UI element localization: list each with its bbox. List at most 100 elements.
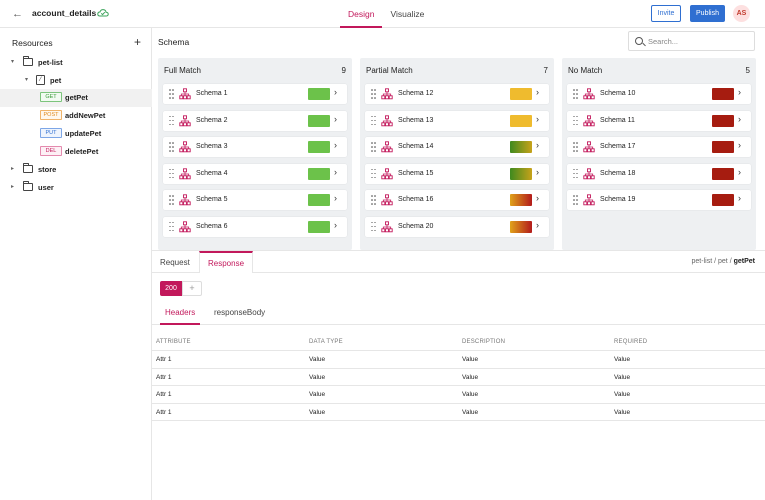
chevron-right-icon[interactable]: › xyxy=(536,87,539,97)
chevron-right-icon[interactable]: › xyxy=(536,140,539,150)
schema-card[interactable]: Schema 4 › xyxy=(163,163,347,184)
tree-endpoint-updatepet[interactable]: PUT updatePet xyxy=(0,125,152,143)
breadcrumb: pet-list / pet / getPet xyxy=(692,258,755,265)
schema-card[interactable]: Schema 15 › xyxy=(365,163,549,184)
add-resource-icon[interactable]: + xyxy=(134,35,142,49)
tab-request[interactable]: Request xyxy=(160,258,190,267)
drag-handle-icon[interactable] xyxy=(573,115,578,126)
schema-icon xyxy=(179,220,191,232)
drag-handle-icon[interactable] xyxy=(573,168,578,179)
schema-card[interactable]: Schema 14 › xyxy=(365,137,549,157)
drag-handle-icon[interactable] xyxy=(371,142,376,152)
chevron-right-icon[interactable]: › xyxy=(536,219,539,230)
chevron-right-icon[interactable]: › xyxy=(738,166,741,177)
schema-card[interactable]: Schema 1 › xyxy=(163,84,347,104)
resources-title: Resources xyxy=(12,38,53,48)
schema-card[interactable]: Schema 13 › xyxy=(365,110,549,131)
tree-folder-user[interactable]: ▸ user xyxy=(0,179,152,197)
chevron-right-icon[interactable]: › xyxy=(334,219,337,230)
drag-handle-icon[interactable] xyxy=(371,115,376,126)
chevron-right-icon[interactable]: › xyxy=(738,87,741,97)
tree-endpoint-deletepet[interactable]: DEL deletePet xyxy=(0,143,152,161)
schema-card[interactable]: Schema 10 › xyxy=(567,84,751,104)
chevron-right-icon[interactable]: › xyxy=(334,87,337,97)
schema-card[interactable]: Schema 20 › xyxy=(365,216,549,237)
chevron-right-icon[interactable]: › xyxy=(536,193,539,203)
tab-response-body[interactable]: responseBody xyxy=(214,308,266,317)
schema-card[interactable]: Schema 11 › xyxy=(567,110,751,131)
tab-design[interactable]: Design xyxy=(340,0,383,28)
table-cell: Value xyxy=(309,356,326,363)
status-code-200[interactable]: 200 xyxy=(160,281,182,296)
tab-visualize[interactable]: Visualize xyxy=(390,9,425,19)
chevron-right-icon[interactable]: › xyxy=(334,166,337,177)
chevron-right-icon[interactable]: › xyxy=(334,193,337,203)
publish-button[interactable]: Publish xyxy=(690,5,725,22)
tree-resource-pet[interactable]: ▾ ⁄ pet xyxy=(0,72,152,90)
chevron-right-icon[interactable]: › xyxy=(738,113,741,124)
tree-folder-store[interactable]: ▸ store xyxy=(0,161,152,179)
drag-handle-icon[interactable] xyxy=(169,89,174,99)
headers-table: ATTRIBUTE DATA TYPE DESCRIPTION REQUIRED Att… xyxy=(152,335,765,421)
table-row[interactable]: Attr 1 Value Value Value xyxy=(152,369,765,386)
breadcrumb-item[interactable]: pet xyxy=(718,258,728,265)
avatar[interactable]: AS xyxy=(733,5,750,22)
chevron-right-icon[interactable]: › xyxy=(738,193,741,203)
chevron-right-icon[interactable]: ▸ xyxy=(11,184,15,190)
match-indicator xyxy=(308,141,330,153)
schema-card[interactable]: Schema 5 › xyxy=(163,190,347,210)
chevron-right-icon[interactable]: › xyxy=(536,166,539,177)
schema-card[interactable]: Schema 12 › xyxy=(365,84,549,104)
folder-icon xyxy=(23,181,33,191)
schema-card[interactable]: Schema 17 › xyxy=(567,137,751,157)
search-box[interactable]: Search... xyxy=(628,31,755,51)
chevron-down-icon[interactable]: ▾ xyxy=(25,77,29,83)
schema-icon xyxy=(381,167,393,179)
breadcrumb-separator: / xyxy=(714,258,717,265)
drag-handle-icon[interactable] xyxy=(169,221,174,232)
schema-card[interactable]: Schema 16 › xyxy=(365,190,549,210)
column-count: 9 xyxy=(341,66,346,75)
tab-response[interactable]: Response xyxy=(199,251,254,273)
add-status-code-button[interactable]: + xyxy=(182,281,202,296)
search-input[interactable]: Search... xyxy=(648,37,679,46)
table-row[interactable]: Attr 1 Value Value Value xyxy=(152,404,765,421)
drag-handle-icon[interactable] xyxy=(573,195,578,205)
tree-endpoint-addnewpet[interactable]: POST addNewPet xyxy=(0,107,152,125)
drag-handle-icon[interactable] xyxy=(371,89,376,99)
drag-handle-icon[interactable] xyxy=(169,168,174,179)
chevron-right-icon[interactable]: › xyxy=(738,140,741,150)
schema-name: Schema 18 xyxy=(600,169,636,177)
tab-headers[interactable]: Headers xyxy=(160,303,201,325)
chevron-right-icon[interactable]: › xyxy=(536,113,539,124)
schema-icon xyxy=(381,88,393,100)
schema-card[interactable]: Schema 19 › xyxy=(567,190,751,210)
chevron-down-icon[interactable]: ▾ xyxy=(11,59,15,65)
drag-handle-icon[interactable] xyxy=(169,142,174,152)
drag-handle-icon[interactable] xyxy=(371,221,376,232)
drag-handle-icon[interactable] xyxy=(371,195,376,205)
tree-folder-pet-list[interactable]: ▾ pet-list xyxy=(0,54,152,72)
schema-icon xyxy=(179,167,191,179)
table-row[interactable]: Attr 1 Value Value Value xyxy=(152,351,765,369)
tree-endpoint-getpet[interactable]: GET getPet xyxy=(0,89,152,107)
breadcrumb-item[interactable]: pet-list xyxy=(691,258,713,265)
schema-card[interactable]: Schema 2 › xyxy=(163,110,347,131)
schema-icon xyxy=(179,141,191,153)
invite-button[interactable]: Invite xyxy=(651,5,681,22)
schema-card[interactable]: Schema 18 › xyxy=(567,163,751,184)
schema-card[interactable]: Schema 3 › xyxy=(163,137,347,157)
chevron-right-icon[interactable]: › xyxy=(334,113,337,124)
drag-handle-icon[interactable] xyxy=(573,142,578,152)
drag-handle-icon[interactable] xyxy=(573,89,578,99)
schema-icon xyxy=(583,167,595,179)
drag-handle-icon[interactable] xyxy=(169,115,174,126)
drag-handle-icon[interactable] xyxy=(169,195,174,205)
chevron-right-icon[interactable]: › xyxy=(334,140,337,150)
schema-card[interactable]: Schema 6 › xyxy=(163,216,347,237)
chevron-right-icon[interactable]: ▸ xyxy=(11,166,15,172)
drag-handle-icon[interactable] xyxy=(371,168,376,179)
schema-icon xyxy=(179,194,191,206)
table-row[interactable]: Attr 1 Value Value Value xyxy=(152,386,765,404)
back-arrow-icon[interactable]: ← xyxy=(12,8,23,20)
